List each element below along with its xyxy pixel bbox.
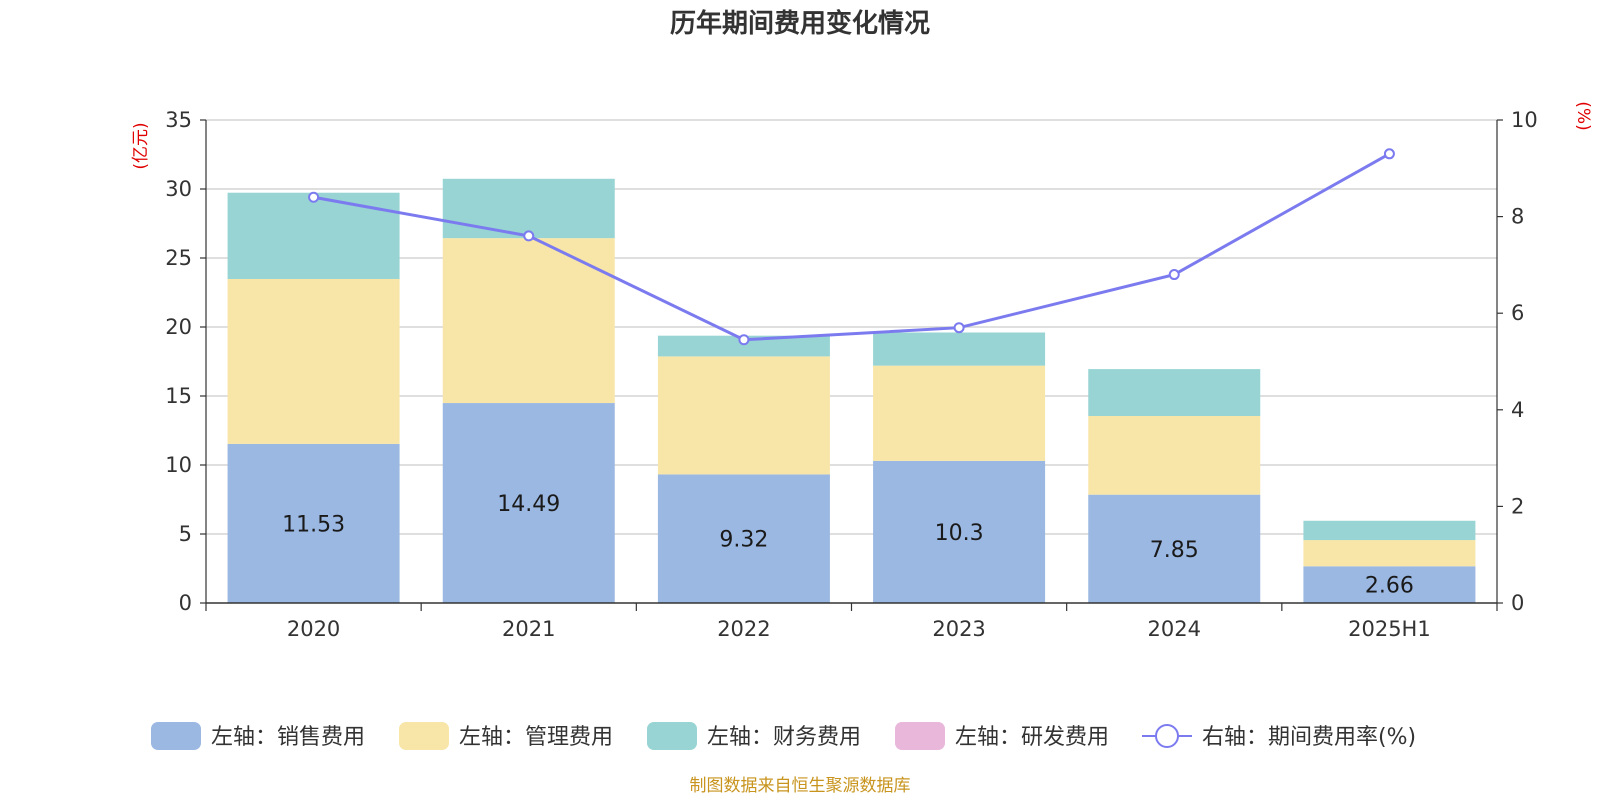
legend-label: 左轴：研发费用 [955,725,1109,750]
legend-swatch [399,722,449,750]
bar-segment [657,335,830,357]
rate-point [308,191,320,203]
right-axis-tick-label: 0 [1511,591,1524,615]
gridlines [206,119,1497,535]
legend-swatch [647,722,697,750]
legend-label: 右轴：期间费用率(%) [1202,725,1416,750]
x-axis-tick-label: 2022 [717,617,770,641]
axes: 0 5 10 15 20 25 30 35 0 2 4 6 8 10 2020 2021 2022 2023 202… [165,108,1537,641]
bar-segment [1303,520,1476,541]
left-axis-tick-label: 20 [165,315,192,339]
bar-segment [442,238,615,404]
bar-segment [442,178,615,239]
right-axis-tick-label: 4 [1511,398,1524,422]
x-axis-tick-label: 2024 [1148,617,1201,641]
bar-segment [227,192,400,279]
bar-segment [227,278,400,444]
rate-point [1383,148,1395,160]
right-axis-unit: (%) [1573,101,1593,130]
source-note: 制图数据来自恒生聚源数据库 [690,776,911,796]
right-axis-tick-label: 10 [1511,108,1538,132]
legend-swatch [151,722,201,750]
left-axis-unit: (亿元) [131,122,151,169]
legend-marker [1155,724,1179,748]
legend-label: 左轴：销售费用 [211,725,365,750]
bar-segment [1088,369,1261,417]
right-axis-tick-label: 8 [1511,205,1524,229]
right-axis-tick-label: 2 [1511,494,1524,518]
bar-data-label: 7.85 [1150,538,1199,563]
left-axis-tick-label: 30 [165,177,192,201]
bar-segment [657,356,830,475]
left-axis-tick-label: 10 [165,453,192,477]
rate-line-series [308,148,1395,346]
legend-label: 左轴：财务费用 [707,725,861,750]
legend-label: 左轴：管理费用 [459,725,613,750]
left-axis-tick-label: 0 [179,591,192,615]
left-axis-tick-label: 5 [179,522,192,546]
legend: 左轴：销售费用 左轴：管理费用 左轴：财务费用 左轴：研发费用 右轴：期间费用率(%) [151,722,1416,750]
rate-point [523,230,535,242]
bar-segment [1088,416,1261,495]
x-axis-tick-label: 2020 [287,617,340,641]
rate-point [738,334,750,346]
bar-segment [657,474,830,603]
bar-segment [442,403,615,603]
bar-data-label: 11.53 [282,512,345,537]
chart-title: 历年期间费用变化情况 [670,8,930,39]
legend-swatch [895,722,945,750]
x-axis-tick-label: 2021 [502,617,555,641]
bar-segment [1303,566,1476,603]
rate-line [313,152,1391,342]
bar-data-label: 2.66 [1365,574,1414,599]
bar-series: 11.53 14.49 9.32 10.3 7.85 2.66 [227,178,1476,603]
bar-data-label: 14.49 [497,492,560,517]
left-axis-tick-label: 25 [165,246,192,270]
x-axis-tick-label: 2023 [932,617,985,641]
rate-point [1168,269,1180,281]
left-axis-tick-label: 35 [165,108,192,132]
bar-segment [873,365,1046,461]
bar-segment [227,443,400,603]
bar-data-label: 10.3 [935,521,984,546]
right-axis-tick-label: 6 [1511,301,1524,325]
left-axis-tick-label: 15 [165,384,192,408]
bar-data-label: 9.32 [719,528,768,553]
bar-segment [873,460,1046,603]
bar-segment [1088,494,1261,603]
rate-point [953,322,965,334]
x-axis-tick-label: 2025H1 [1348,617,1431,641]
bar-segment [1303,540,1476,567]
bar-segment [873,332,1046,366]
